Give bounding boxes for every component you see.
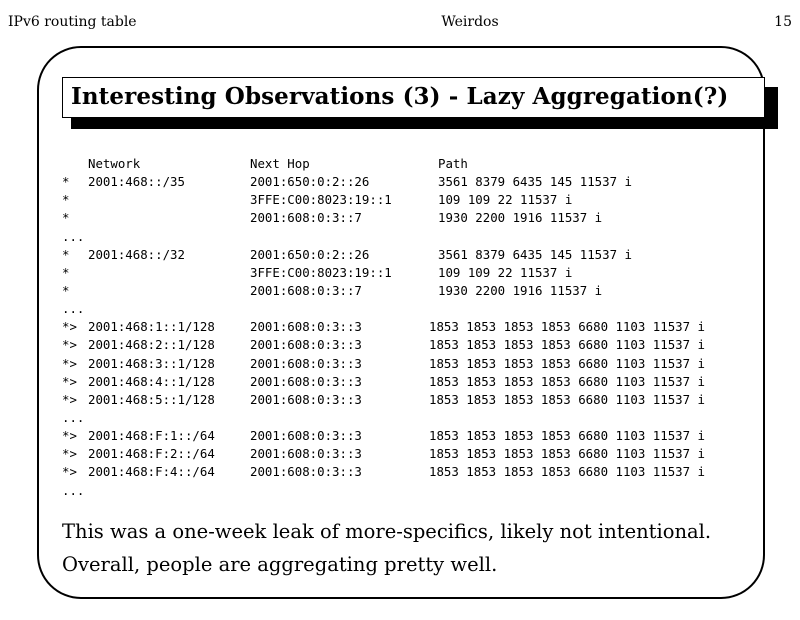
row-marker: *> <box>62 319 77 335</box>
network-cell: 2001:468:F:1::/64 <box>88 428 215 444</box>
network-cell: 2001:468::/32 <box>88 246 185 262</box>
network-cell: 2001:468:2::1/128 <box>88 337 215 353</box>
table-row: *> 2001:468:2::1/128 2001:608:0:3::3 1853 1… <box>62 336 705 354</box>
next-hop-cell: 2001:608:0:3::3 <box>250 373 362 389</box>
next-hop-cell: 2001:608:0:3::3 <box>250 446 362 462</box>
next-hop-cell: 2001:608:0:3::3 <box>250 464 362 480</box>
next-hop-cell: 2001:650:0:2::26 <box>250 246 370 262</box>
path-cell: 3561 8379 6435 145 11537 i <box>438 246 632 262</box>
table-row: * 2001:608:0:3::7 1930 2200 1916 11537 i <box>62 282 602 300</box>
row-marker: *> <box>62 391 77 407</box>
table-row: ... <box>62 482 92 500</box>
path-cell: 1853 1853 1853 1853 6680 1103 11537 i <box>429 428 706 444</box>
table-row: * 2001:468::/32 2001:650:0:2::26 3561 8379 … <box>62 246 632 264</box>
next-hop-cell: 2001:608:0:3::3 <box>250 428 362 444</box>
column-header-path: Path <box>438 156 468 171</box>
table-row: *> 2001:468:F:2::/64 2001:608:0:3::3 1853 1… <box>62 445 705 463</box>
row-marker: *> <box>62 355 77 371</box>
network-cell: 2001:468::/35 <box>88 174 185 190</box>
path-cell: 109 109 22 11537 i <box>438 264 573 280</box>
row-marker: * <box>62 192 70 208</box>
table-row: *> 2001:468:F:1::/64 2001:608:0:3::3 1853 1… <box>62 427 705 445</box>
column-header-network: Network <box>88 156 141 171</box>
slide-frame <box>37 46 765 599</box>
row-marker: ... <box>62 409 85 425</box>
title-box: Interesting Observations (3) - Lazy Aggr… <box>62 77 765 118</box>
next-hop-cell: 2001:608:0:3::3 <box>250 337 362 353</box>
path-cell: 1853 1853 1853 1853 6680 1103 11537 i <box>429 373 706 389</box>
path-cell: 1853 1853 1853 1853 6680 1103 11537 i <box>429 391 706 407</box>
row-marker: *> <box>62 373 77 389</box>
table-row: * 2001:608:0:3::7 1930 2200 1916 11537 i <box>62 209 602 227</box>
footnote-2: Overall, people are aggregating pretty w… <box>62 553 498 576</box>
row-marker: * <box>62 246 70 262</box>
network-cell: 2001:468:4::1/128 <box>88 373 215 389</box>
routing-table: Network Next Hop Path * 2001:468::/35 2001… <box>62 155 705 500</box>
path-cell: 1853 1853 1853 1853 6680 1103 11537 i <box>429 355 706 371</box>
footnote-1: This was a one-week leak of more-specifi… <box>62 520 712 543</box>
network-cell: 2001:468:5::1/128 <box>88 391 215 407</box>
path-cell: 1930 2200 1916 11537 i <box>438 210 603 226</box>
row-marker: *> <box>62 428 77 444</box>
next-hop-cell: 2001:608:0:3::3 <box>250 319 362 335</box>
path-cell: 109 109 22 11537 i <box>438 192 573 208</box>
path-cell: 1853 1853 1853 1853 6680 1103 11537 i <box>429 464 706 480</box>
table-row: * 2001:468::/35 2001:650:0:2::26 3561 8379 … <box>62 173 632 191</box>
table-row: ... <box>62 228 92 246</box>
header-center-text: Weirdos <box>441 14 499 30</box>
header-left-text: IPv6 routing table <box>8 14 137 30</box>
network-cell: 2001:468:1::1/128 <box>88 319 215 335</box>
next-hop-cell: 2001:608:0:3::3 <box>250 355 362 371</box>
network-cell: 2001:468:F:2::/64 <box>88 446 215 462</box>
row-marker: ... <box>62 301 85 317</box>
row-marker: *> <box>62 464 77 480</box>
table-row: * 3FFE:C00:8023:19::1 109 109 22 11537 i <box>62 191 572 209</box>
table-row: ... <box>62 300 92 318</box>
table-row: *> 2001:468:1::1/128 2001:608:0:3::3 1853 1… <box>62 318 705 336</box>
next-hop-cell: 3FFE:C00:8023:19::1 <box>250 264 392 280</box>
path-cell: 1853 1853 1853 1853 6680 1103 11537 i <box>429 337 706 353</box>
path-cell: 1930 2200 1916 11537 i <box>438 282 603 298</box>
page-number: 15 <box>774 14 792 30</box>
table-row: ... <box>62 409 92 427</box>
table-body: * 2001:468::/35 2001:650:0:2::26 3561 8379 … <box>62 173 705 500</box>
table-row: *> 2001:468:4::1/128 2001:608:0:3::3 1853 1… <box>62 373 705 391</box>
slide-title: Interesting Observations (3) - Lazy Aggr… <box>71 83 729 110</box>
row-marker: * <box>62 174 70 190</box>
column-header-next-hop: Next Hop <box>250 156 310 171</box>
path-cell: 3561 8379 6435 145 11537 i <box>438 174 632 190</box>
network-cell: 2001:468:3::1/128 <box>88 355 215 371</box>
path-cell: 1853 1853 1853 1853 6680 1103 11537 i <box>429 446 706 462</box>
row-marker: * <box>62 282 70 298</box>
row-marker: *> <box>62 337 77 353</box>
row-marker: ... <box>62 228 85 244</box>
row-marker: *> <box>62 446 77 462</box>
table-row: *> 2001:468:5::1/128 2001:608:0:3::3 1853 1… <box>62 391 705 409</box>
next-hop-cell: 2001:650:0:2::26 <box>250 174 370 190</box>
next-hop-cell: 2001:608:0:3::7 <box>250 210 362 226</box>
row-marker: * <box>62 264 70 280</box>
table-header-row: Network Next Hop Path <box>62 155 468 173</box>
next-hop-cell: 2001:608:0:3::7 <box>250 282 362 298</box>
table-row: * 3FFE:C00:8023:19::1 109 109 22 11537 i <box>62 264 572 282</box>
table-row: *> 2001:468:3::1/128 2001:608:0:3::3 1853 1… <box>62 355 705 373</box>
next-hop-cell: 3FFE:C00:8023:19::1 <box>250 192 392 208</box>
next-hop-cell: 2001:608:0:3::3 <box>250 391 362 407</box>
row-marker: ... <box>62 482 85 498</box>
network-cell: 2001:468:F:4::/64 <box>88 464 215 480</box>
path-cell: 1853 1853 1853 1853 6680 1103 11537 i <box>429 319 706 335</box>
row-marker: * <box>62 210 70 226</box>
table-row: *> 2001:468:F:4::/64 2001:608:0:3::3 1853 1… <box>62 463 705 481</box>
